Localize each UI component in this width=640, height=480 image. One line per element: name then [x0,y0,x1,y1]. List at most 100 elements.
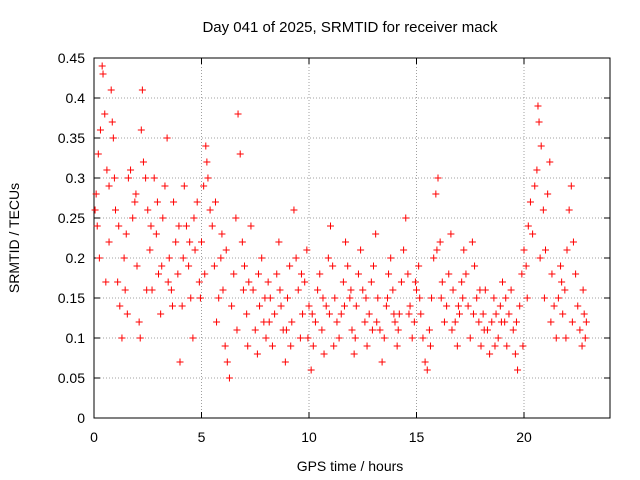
data-point [122,230,130,238]
data-point [460,246,468,254]
data-point [536,254,544,262]
data-point [174,270,182,278]
data-point [290,206,298,214]
data-point [95,254,103,262]
data-point [344,262,352,270]
data-point [565,206,573,214]
data-point [108,118,116,126]
data-point [464,302,472,310]
data-point [268,342,276,350]
data-point [251,326,259,334]
data-point [311,318,319,326]
data-point [152,230,160,238]
data-point [265,318,273,326]
data-point [287,342,295,350]
data-point [103,166,111,174]
data-point [548,270,556,278]
data-point [488,318,496,326]
data-point [142,174,150,182]
data-point [380,334,388,342]
data-point [352,302,360,310]
data-point [569,238,577,246]
y-axis-label: SRMTID / TECUs [6,183,22,293]
data-point [107,86,115,94]
data-point [325,310,333,318]
data-point [210,262,218,270]
data-point [451,318,459,326]
data-point [193,198,201,206]
data-point [509,326,517,334]
data-point [490,294,498,302]
data-point [211,198,219,206]
data-point [531,182,539,190]
tick-labels: 0 0.05 0.1 0.15 0.2 0.25 0.3 0.35 0.4 0.45 0 5 10 15 2… [58,50,532,445]
data-point [453,342,461,350]
data-point [112,206,119,214]
data-point [195,278,203,286]
data-point [372,230,380,238]
data-point [432,190,440,198]
data-point [124,174,132,182]
x-tick-label: 0 [90,429,98,445]
y-tick-label: 0.1 [66,330,86,346]
data-point [305,302,313,310]
data-point [373,318,381,326]
data-point [168,302,176,310]
data-point [297,270,305,278]
data-point [189,334,197,342]
data-point [523,294,531,302]
data-point [539,206,547,214]
data-point [445,270,453,278]
data-point [331,294,339,302]
data-point [105,238,113,246]
data-point [350,350,358,358]
data-point [319,294,327,302]
data-point [340,302,348,310]
data-point [390,310,398,318]
data-point [368,326,376,334]
data-point [526,198,534,206]
data-point [138,86,146,94]
data-point [244,342,252,350]
data-point [410,318,418,326]
data-point [480,326,488,334]
data-point [516,302,524,310]
data-point [496,302,504,310]
data-point [519,342,527,350]
data-point [497,318,505,326]
y-tick-label: 0.35 [58,130,85,146]
data-point [96,126,104,134]
data-point [133,262,141,270]
data-point [102,278,110,286]
axis-ticks [93,57,610,419]
data-point [524,222,532,230]
data-point [271,310,279,318]
data-point [129,214,137,222]
x-tick-label: 10 [301,429,317,445]
data-point [405,310,413,318]
data-point [276,286,284,294]
data-point [494,334,502,342]
data-point [385,270,393,278]
data-point [359,286,367,294]
data-point [542,246,549,254]
data-point [281,358,289,366]
data-point [434,174,442,182]
data-point [387,254,395,262]
data-point [440,318,448,326]
data-point [163,134,171,142]
data-point [213,318,221,326]
data-point [454,302,462,310]
data-point [520,246,528,254]
data-point [167,286,175,294]
chart-title: Day 041 of 2025, SRMTID for receiver mac… [202,19,498,36]
data-point [417,310,425,318]
data-point [288,318,296,326]
data-point [159,214,167,222]
data-point [572,270,580,278]
data-point [200,182,208,190]
data-point [567,182,575,190]
data-point [178,302,186,310]
data-point [121,286,129,294]
